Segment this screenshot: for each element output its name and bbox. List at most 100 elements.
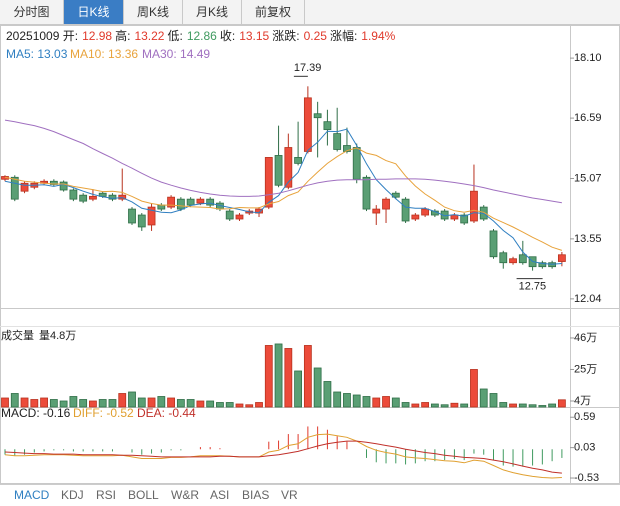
legend-entry: DEA: -0.44 — [137, 406, 196, 420]
volume-bar — [411, 403, 420, 408]
candle-body — [186, 198, 195, 206]
candle-body — [557, 254, 566, 262]
quote-value: 12.86 — [186, 29, 217, 43]
indicator-tab[interactable]: MACD — [14, 488, 50, 502]
y-tick-label: 0.59 — [574, 411, 595, 423]
candle-body — [69, 189, 78, 200]
y-tick-label: 25万 — [574, 363, 597, 375]
legend-entry: MACD: -0.16 — [1, 406, 71, 420]
y-tick-label: 15.07 — [574, 172, 602, 184]
candle-body — [450, 214, 459, 220]
volume-bar — [430, 403, 439, 408]
candle-body — [333, 133, 342, 150]
period-tab[interactable]: 日K线 — [64, 0, 124, 24]
volume-bar — [137, 397, 146, 408]
panel-subtitle: 量4.8万 — [39, 329, 76, 342]
candle-body — [421, 208, 430, 216]
period-tabs: 分时图 日K线 周K线 月K线 前复权 — [0, 0, 620, 25]
candle-body — [499, 252, 508, 264]
quote-value: 12.98 — [82, 29, 113, 43]
y-tick-label: 13.55 — [574, 233, 602, 245]
period-tab[interactable]: 分时图 — [0, 0, 64, 24]
indicator-tab[interactable]: BIAS — [242, 488, 270, 502]
volume-bar — [440, 404, 449, 408]
candle-body — [489, 230, 498, 258]
volume-bar — [69, 396, 78, 408]
candle-body — [538, 262, 547, 268]
volume-bar — [225, 402, 234, 408]
legend-entry: MA10: 13.36 — [70, 47, 138, 61]
indicator-tab[interactable]: ASI — [210, 488, 230, 502]
volume-bar — [157, 396, 166, 408]
candle-body — [411, 214, 420, 220]
volume-bar — [509, 403, 517, 408]
ma-line — [4, 128, 562, 265]
period-tab[interactable]: 月K线 — [183, 0, 242, 24]
quote-label: 高: — [115, 29, 131, 43]
candle-body — [294, 157, 303, 164]
volume-bar — [186, 399, 195, 408]
volume-bar — [235, 403, 244, 408]
indicator-tab[interactable]: RSI — [96, 488, 117, 502]
y-tick-label: 16.59 — [574, 112, 602, 124]
candle-body — [59, 181, 68, 191]
volume-bar — [499, 402, 508, 408]
indicator-tab[interactable]: BOLL — [128, 488, 159, 502]
candle-body — [284, 147, 293, 188]
y-tick-label: 18.10 — [574, 52, 602, 64]
volume-bar — [333, 391, 342, 408]
volume-bar — [255, 402, 263, 408]
y-tick-label: 0.03 — [574, 442, 595, 454]
candle-body — [147, 206, 156, 226]
period-tab[interactable]: 周K线 — [124, 0, 183, 24]
volume-bar — [147, 397, 156, 408]
volume-bar — [323, 381, 332, 408]
quote-label: 涨幅: — [329, 29, 358, 43]
volume-bar — [284, 348, 293, 408]
candle-body — [225, 210, 234, 220]
candle-body — [206, 198, 215, 206]
volume-bar — [20, 397, 29, 408]
candle-body — [303, 97, 312, 152]
volume-bar — [538, 405, 547, 408]
indicator-tab[interactable]: W&R — [171, 488, 199, 502]
candle-body — [362, 176, 371, 210]
y-tick-label: 12.04 — [574, 293, 602, 305]
period-tab[interactable]: 前复权 — [242, 0, 305, 24]
quote-label: 涨跌: — [272, 29, 300, 43]
indicator-tab[interactable]: VR — [281, 488, 298, 502]
volume-bar — [450, 402, 459, 408]
quote-label: 低: — [167, 29, 183, 43]
candle-body — [274, 155, 283, 186]
y-tick-label: 46万 — [574, 332, 597, 344]
candle-body — [343, 145, 351, 152]
volume-bar — [128, 391, 136, 408]
volume-bar — [167, 397, 175, 408]
candle-body — [382, 198, 390, 210]
quote-value: 13.15 — [239, 29, 270, 43]
volume-bar — [460, 403, 469, 408]
y-tick-label: 4万 — [574, 395, 591, 407]
candle-body — [196, 198, 205, 204]
candle-body — [108, 194, 117, 200]
candle-body — [137, 214, 146, 228]
indicator-tabs: MACD KDJ RSI BOLL W&R ASI BIAS VR — [0, 484, 620, 506]
quote-value: 13.22 — [134, 29, 165, 43]
annotation: 17.39 — [294, 62, 322, 74]
quote-info: 20251009 开: 12.98 高: 13.22 低: 12.86 收: 13.15 涨跌:… — [6, 28, 398, 44]
volume-bar — [118, 393, 127, 408]
legend-entry: DIFF: -0.52 — [73, 406, 134, 420]
candle-body — [313, 113, 322, 119]
macd-line — [4, 440, 562, 474]
volume-bar — [421, 402, 430, 408]
candle-body — [323, 121, 332, 131]
candle-body — [79, 194, 88, 202]
volume-bar — [216, 402, 224, 408]
volume-bar — [489, 393, 498, 408]
indicator-tab[interactable]: KDJ — [61, 488, 84, 502]
candle-body — [509, 258, 517, 264]
candle-body — [401, 198, 410, 222]
volume-bar — [40, 397, 48, 408]
volume-bar — [245, 404, 254, 408]
